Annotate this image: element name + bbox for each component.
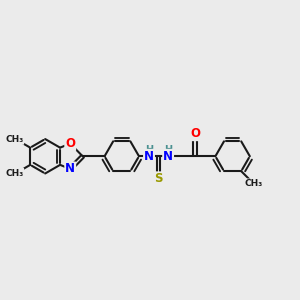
Text: CH₃: CH₃ <box>244 179 263 188</box>
Text: N: N <box>163 150 173 163</box>
Text: CH₃: CH₃ <box>5 135 23 144</box>
Text: O: O <box>190 127 200 140</box>
Text: N: N <box>144 150 154 163</box>
Text: H: H <box>145 145 153 155</box>
Text: N: N <box>65 162 75 176</box>
Text: S: S <box>154 172 163 185</box>
Text: CH₃: CH₃ <box>5 169 23 178</box>
Text: O: O <box>65 137 75 150</box>
Text: H: H <box>164 145 172 155</box>
